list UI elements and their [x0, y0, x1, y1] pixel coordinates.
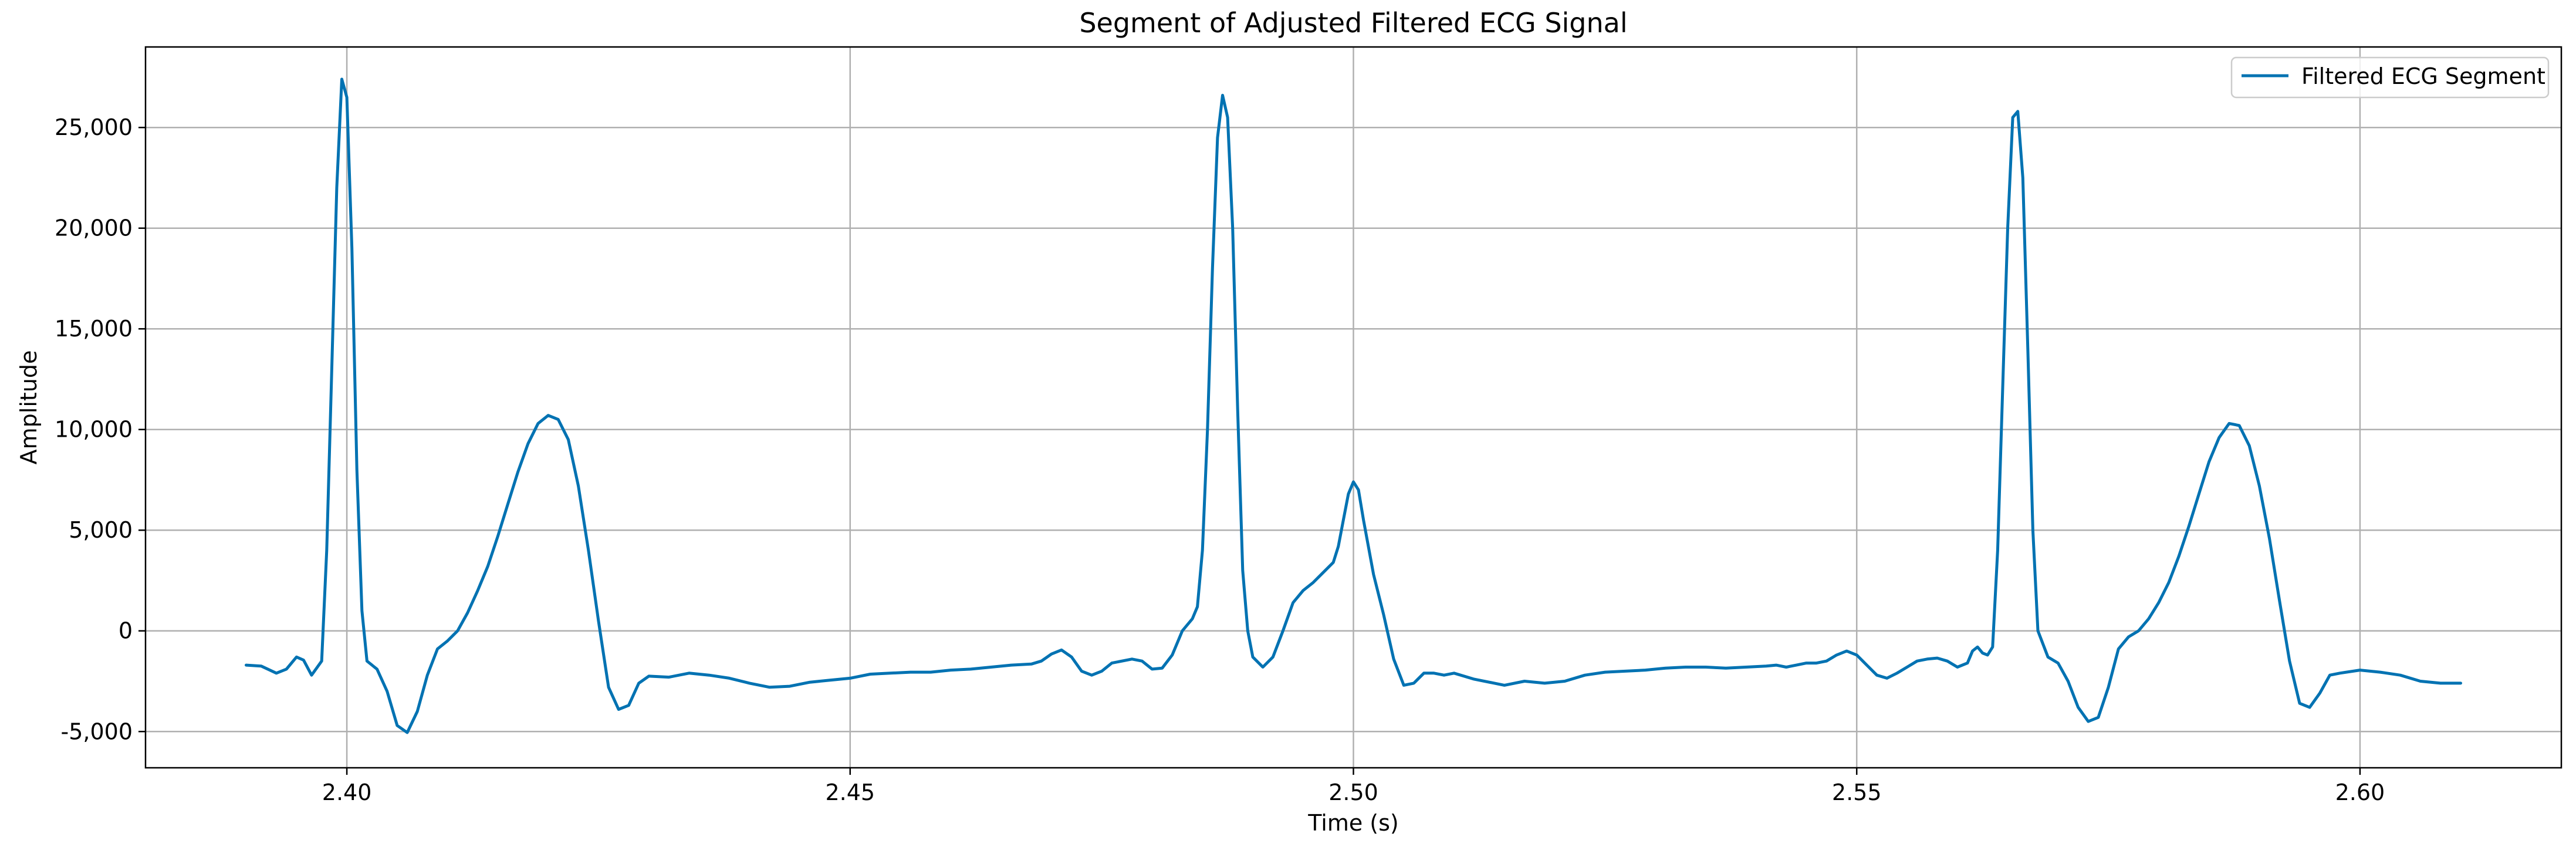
x-tick-label: 2.60 — [2335, 780, 2385, 805]
y-tick-label: 0 — [119, 618, 133, 644]
chart-title: Segment of Adjusted Filtered ECG Signal — [1079, 7, 1627, 39]
y-tick-label: 10,000 — [55, 417, 133, 443]
x-axis-label: Time (s) — [1307, 810, 1399, 836]
y-axis-label: Amplitude — [16, 350, 42, 465]
x-tick-label: 2.45 — [825, 780, 875, 805]
axis-ticks: 2.40 2.45 2.50 2.55 2.60 -5,000 0 5,000 10,000 15… — [55, 114, 2385, 805]
grid-lines — [146, 47, 2561, 768]
y-tick-label: -5,000 — [61, 718, 133, 744]
legend-box — [2230, 56, 2550, 99]
series-line-filtered-ecg-segment — [245, 77, 2462, 734]
y-tick-label: 25,000 — [55, 114, 133, 140]
y-tick-label: 15,000 — [55, 316, 133, 342]
x-tick-label: 2.50 — [1328, 780, 1378, 805]
y-tick-label: 20,000 — [55, 215, 133, 241]
x-tick-label: 2.55 — [1832, 780, 1882, 805]
legend: Filtered ECG Segment — [2230, 56, 2550, 99]
legend-label: Filtered ECG Segment — [2301, 63, 2545, 89]
y-tick-label: 5,000 — [69, 517, 133, 543]
x-tick-label: 2.40 — [322, 780, 372, 805]
